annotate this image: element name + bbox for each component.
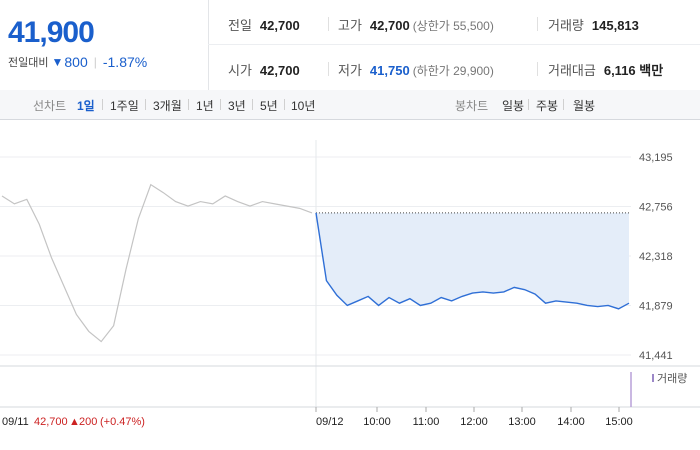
y-tick-label: 41,879	[639, 301, 673, 313]
prev-day-change-percent: (+0.47%)	[100, 416, 145, 428]
stat-divider	[328, 62, 329, 76]
chart-period-tabs: 선차트 1일 1주일 3개월 1년 3년 5년 10년 봉차트 일봉 주봉 월봉	[0, 90, 700, 120]
tab-divider	[145, 99, 146, 110]
price-box: 41,900 전일대비 ▼ 800 | -1.87%	[0, 0, 209, 90]
change-amount: 800	[64, 54, 88, 70]
today-series	[315, 212, 630, 310]
stat-amount: 거래대금 6,116 백만	[548, 63, 664, 78]
tab-1w[interactable]: 1주일	[110, 99, 139, 113]
stat-high: 고가 42,700 (상한가 55,500)	[338, 18, 494, 33]
tab-3y[interactable]: 3년	[228, 99, 246, 113]
x-tick-label: 15:00	[605, 416, 633, 428]
tab-divider	[528, 99, 529, 110]
change-percent: -1.87%	[102, 54, 148, 70]
y-axis-ticks: 43,195 42,756 42,318 41,879 41,441	[639, 152, 673, 362]
volume-legend-label: 거래량	[657, 372, 687, 385]
stats-row-divider	[208, 44, 700, 45]
tab-1y[interactable]: 1년	[196, 99, 214, 113]
tab-divider	[220, 99, 221, 110]
tab-5y[interactable]: 5년	[260, 99, 278, 113]
tab-divider	[102, 99, 103, 110]
stat-prev-close: 전일 42,700	[228, 18, 300, 33]
x-tick-label: 11:00	[413, 416, 440, 428]
prev-day-change: 200	[79, 416, 97, 428]
x-tick-label: 09/12	[316, 416, 344, 428]
tab-divider	[284, 99, 285, 110]
tab-monthly[interactable]: 월봉	[573, 99, 596, 113]
change-divider: |	[93, 55, 97, 69]
tab-divider	[188, 99, 189, 110]
y-tick-label: 43,195	[639, 152, 673, 164]
stat-volume: 거래량 145,813	[548, 18, 639, 33]
y-tick-label: 42,756	[639, 202, 673, 214]
current-price: 41,900	[8, 16, 95, 49]
tab-daily[interactable]: 일봉	[502, 99, 525, 113]
y-tick-label: 41,441	[639, 350, 673, 362]
x-tick-label: 10:00	[363, 416, 391, 428]
stat-divider	[537, 62, 538, 76]
x-tick-label: 14:00	[557, 416, 585, 428]
tab-divider	[563, 99, 564, 110]
stat-low: 저가 41,750 (하한가 29,900)	[338, 63, 494, 78]
stat-open: 시가 42,700	[228, 63, 300, 78]
tab-10y[interactable]: 10년	[291, 99, 316, 113]
line-chart-label: 선차트	[33, 99, 67, 113]
candle-chart-label: 봉차트	[455, 99, 489, 113]
previous-day-series	[1, 183, 313, 343]
chart-grid	[0, 140, 631, 407]
down-triangle-icon: ▼	[51, 55, 64, 69]
up-triangle-icon: ▲	[69, 416, 80, 428]
tab-weekly[interactable]: 주봉	[536, 99, 559, 113]
quote-header: 41,900 전일대비 ▼ 800 | -1.87% 전일 42,700 고가 42…	[0, 0, 700, 91]
prev-day-close: 42,700	[34, 416, 68, 428]
price-change: 전일대비 ▼ 800 | -1.87%	[8, 54, 147, 70]
change-label: 전일대비	[8, 57, 49, 69]
x-tick-label: 13:00	[508, 416, 536, 428]
x-axis-ticks: 09/12 10:00 11:00 12:00 13:00 14:00 15:00	[315, 407, 633, 428]
volume-legend-swatch	[652, 374, 654, 382]
below-reference-area	[316, 212, 629, 309]
stat-divider	[537, 17, 538, 31]
tab-3m[interactable]: 3개월	[153, 99, 182, 113]
tab-1d[interactable]: 1일	[77, 99, 95, 113]
price-chart: 43,195 42,756 42,318 41,879 41,441 거래량 09/12…	[0, 140, 700, 428]
prev-day-date: 09/11	[2, 416, 29, 428]
stat-divider	[328, 17, 329, 31]
tab-divider	[252, 99, 253, 110]
y-tick-label: 42,318	[639, 251, 673, 263]
x-tick-label: 12:00	[460, 416, 488, 428]
